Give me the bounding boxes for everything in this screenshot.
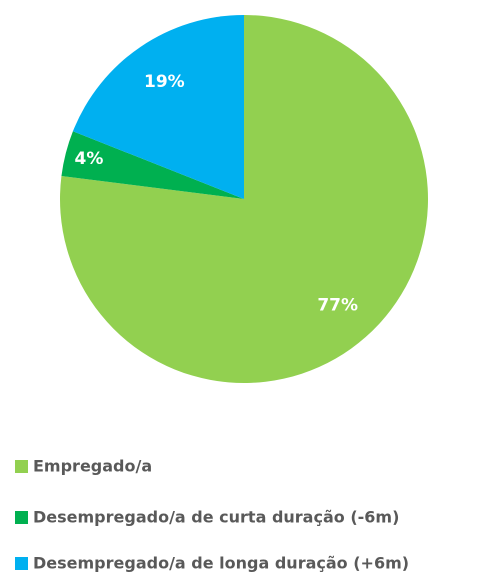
legend-label: Empregado/a bbox=[33, 457, 152, 476]
pie-slice bbox=[61, 131, 244, 199]
legend-swatch bbox=[15, 460, 28, 473]
legend-swatch bbox=[15, 557, 28, 570]
pie-slice bbox=[72, 15, 244, 199]
data-label: 19% bbox=[144, 72, 185, 92]
legend-label: Desempregado/a de longa duração (+6m) bbox=[33, 554, 409, 573]
legend-label: Desempregado/a de curta duração (-6m) bbox=[33, 508, 399, 527]
pie-slice bbox=[60, 15, 429, 383]
data-label: 77% bbox=[317, 295, 358, 315]
data-label: 4% bbox=[75, 149, 104, 169]
legend-swatch bbox=[15, 511, 28, 524]
